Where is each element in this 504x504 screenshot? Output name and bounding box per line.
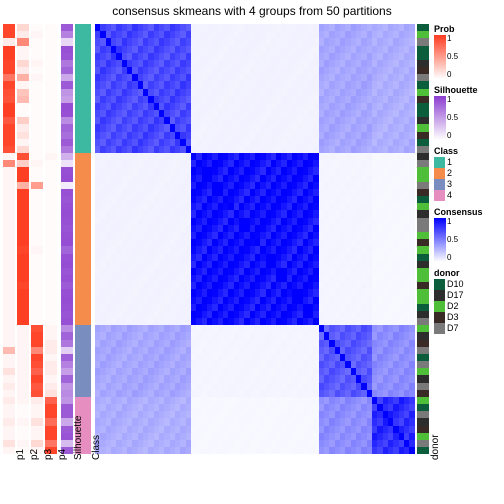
legend-tick: 1 xyxy=(447,96,451,104)
legend-silhouette-title: Silhouette xyxy=(434,85,500,95)
axis-label-p2: p2 xyxy=(29,449,40,460)
annotation-p1 xyxy=(3,24,15,454)
legend-silhouette: Silhouette 10.50 xyxy=(434,85,500,140)
legend-tick: 1 xyxy=(447,35,451,43)
legend-prob-gradient xyxy=(434,35,446,79)
annotation-p3 xyxy=(31,24,43,454)
legend-tick: 0.5 xyxy=(447,53,458,61)
legend-consensus: Consensus 10.50 xyxy=(434,207,500,262)
legend-prob-ticks: 10.50 xyxy=(447,35,477,79)
donor-axis-label: donor xyxy=(430,434,441,460)
class-swatch-2: 2 xyxy=(434,168,500,179)
legends-panel: Prob 10.50 Silhouette 10.50 Class 1234 C… xyxy=(434,24,500,340)
annotation-p4 xyxy=(45,24,57,454)
legend-prob: Prob 10.50 xyxy=(434,24,500,79)
donor-swatch-D7: D7 xyxy=(434,323,500,334)
class-swatch-4: 4 xyxy=(434,190,500,201)
legend-consensus-gradient xyxy=(434,218,446,262)
donor-swatch-D10: D10 xyxy=(434,279,500,290)
plot-title: consensus skmeans with 4 groups from 50 … xyxy=(0,4,504,18)
legend-tick: 0 xyxy=(447,132,451,140)
donor-swatch-D17: D17 xyxy=(434,290,500,301)
donor-swatch-D2: D2 xyxy=(434,301,500,312)
annotation-class xyxy=(75,24,91,454)
legend-tick: 0.5 xyxy=(447,236,458,244)
class-swatch-1: 1 xyxy=(434,157,500,168)
axis-label-class: Class xyxy=(91,435,102,460)
legend-tick: 0 xyxy=(447,71,451,79)
legend-tick: 1 xyxy=(447,218,451,226)
annotation-silhouette xyxy=(61,24,73,454)
axis-label-p1: p1 xyxy=(15,449,26,460)
legend-donor: donor D10D17D2D3D7 xyxy=(434,268,500,334)
legend-prob-title: Prob xyxy=(434,24,500,34)
donor-annotation-strip xyxy=(417,24,429,454)
legend-consensus-title: Consensus xyxy=(434,207,500,217)
legend-consensus-ticks: 10.50 xyxy=(447,218,477,262)
axis-label-p3: p3 xyxy=(43,449,54,460)
axis-label-p4: p4 xyxy=(57,449,68,460)
legend-class: Class 1234 xyxy=(434,146,500,201)
legend-donor-title: donor xyxy=(434,268,500,278)
consensus-heatmap xyxy=(95,24,415,454)
annotation-p2 xyxy=(17,24,29,454)
class-swatch-3: 3 xyxy=(434,179,500,190)
legend-class-title: Class xyxy=(434,146,500,156)
donor-swatch-D3: D3 xyxy=(434,312,500,323)
legend-tick: 0 xyxy=(447,254,451,262)
legend-silhouette-gradient xyxy=(434,96,446,140)
legend-tick: 0.5 xyxy=(447,114,458,122)
legend-silhouette-ticks: 10.50 xyxy=(447,96,477,140)
axis-label-silhouette: Silhouette xyxy=(73,416,84,460)
